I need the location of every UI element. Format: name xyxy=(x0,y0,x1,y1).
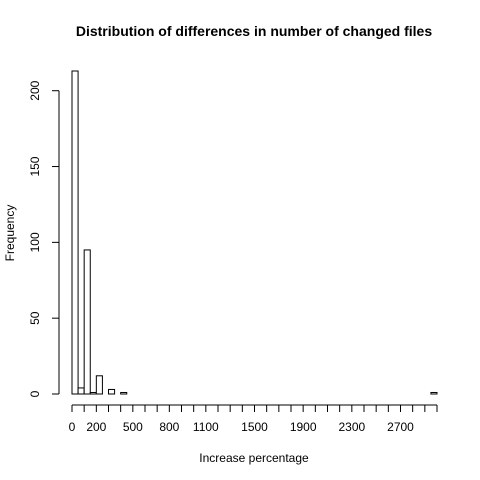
x-tick-label: 2700 xyxy=(387,420,414,434)
histogram-bar xyxy=(71,70,79,395)
x-tick-label: 1100 xyxy=(193,420,219,434)
x-tick-label: 200 xyxy=(86,420,106,434)
x-axis-label: Increase percentage xyxy=(199,451,309,465)
y-axis-label: Frequency xyxy=(3,205,17,262)
x-tick-label: 500 xyxy=(123,420,143,434)
x-tick-label: 2300 xyxy=(338,420,365,434)
chart-title: Distribution of differences in number of… xyxy=(76,23,432,39)
x-axis: 0 200 500 800 1100 1500 1900 2300 2700 xyxy=(69,404,438,434)
y-tick-label: 50 xyxy=(28,311,42,325)
y-tick-label: 100 xyxy=(28,232,42,252)
histogram-bar xyxy=(430,391,438,395)
y-axis: 0 50 100 150 200 xyxy=(28,80,60,397)
y-tick-label: 0 xyxy=(28,390,42,397)
y-tick-label: 150 xyxy=(28,156,42,176)
histogram-bar xyxy=(89,391,97,395)
histogram-bar xyxy=(77,387,85,395)
y-tick-label: 200 xyxy=(28,80,42,100)
bars-layer xyxy=(71,70,438,395)
histogram-bar xyxy=(108,388,116,395)
x-tick-label: 1500 xyxy=(241,420,268,434)
x-tick-label: 1900 xyxy=(290,420,317,434)
histogram-bar xyxy=(95,375,103,395)
x-tick-label: 0 xyxy=(69,420,76,434)
histogram-bar xyxy=(83,249,91,395)
x-tick-label: 800 xyxy=(159,420,179,434)
histogram-bar xyxy=(120,391,128,395)
